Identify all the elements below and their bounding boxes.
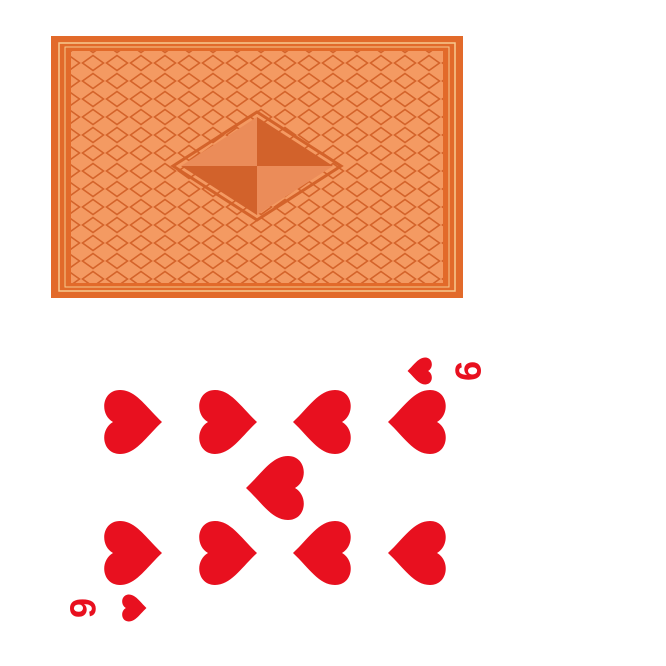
face-up-card-nine-of-hearts[interactable]: 9 9 xyxy=(50,340,500,640)
heart-icon xyxy=(199,390,257,454)
card-face-pips: 9 9 xyxy=(63,357,489,622)
index-top-right: 9 xyxy=(407,357,489,385)
rank-label: 9 xyxy=(63,598,104,618)
card-back-medallion xyxy=(170,110,344,222)
heart-icon xyxy=(122,594,147,622)
heart-icon xyxy=(388,390,446,454)
rank-label: 9 xyxy=(448,361,489,381)
card-back-pattern xyxy=(51,36,463,298)
face-down-card[interactable] xyxy=(51,36,463,298)
heart-icon xyxy=(246,456,304,520)
heart-icon xyxy=(104,390,162,454)
card-back-frame-line xyxy=(58,42,456,292)
index-bottom-left: 9 xyxy=(63,594,147,622)
heart-icon xyxy=(293,521,351,585)
heart-icon xyxy=(388,521,446,585)
heart-icon xyxy=(407,357,432,385)
heart-icon xyxy=(293,390,351,454)
heart-icon xyxy=(199,521,257,585)
heart-icon xyxy=(104,521,162,585)
card-back-frame-line xyxy=(64,46,450,288)
